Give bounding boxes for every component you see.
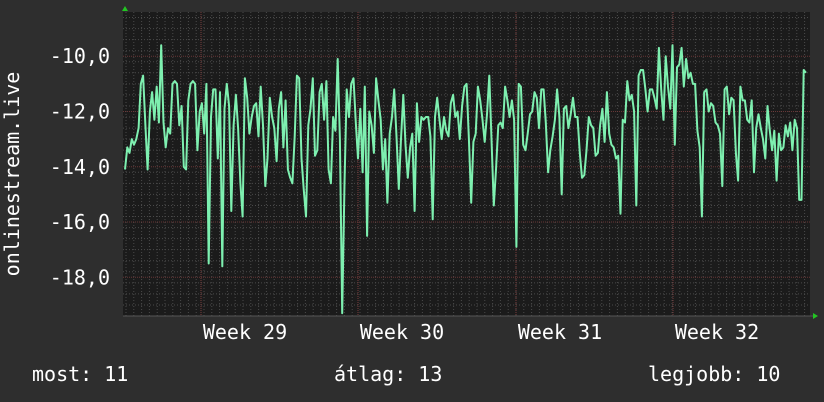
plot-area — [123, 12, 810, 316]
average-value-label: átlag: 13 — [334, 362, 443, 386]
y-tick-label: -10,0 — [50, 44, 110, 68]
x-tick-label: Week 32 — [675, 320, 759, 344]
x-tick-label: Week 30 — [360, 320, 444, 344]
x-axis-arrow — [813, 313, 818, 319]
x-tick-label: Week 29 — [203, 320, 287, 344]
best-value-label: legjobb: 10 — [648, 362, 781, 386]
y-tick-label: -12,0 — [50, 99, 110, 123]
y-axis-arrow — [122, 6, 128, 11]
x-tick-label: Week 31 — [518, 320, 602, 344]
y-tick-label: -18,0 — [50, 265, 110, 289]
series-line — [124, 44, 807, 315]
current-value-label: most: 11 — [32, 362, 129, 386]
y-tick-label: -16,0 — [50, 210, 110, 234]
y-tick-label: -14,0 — [50, 155, 110, 179]
y-axis-label: onlinestream.live — [0, 72, 24, 277]
